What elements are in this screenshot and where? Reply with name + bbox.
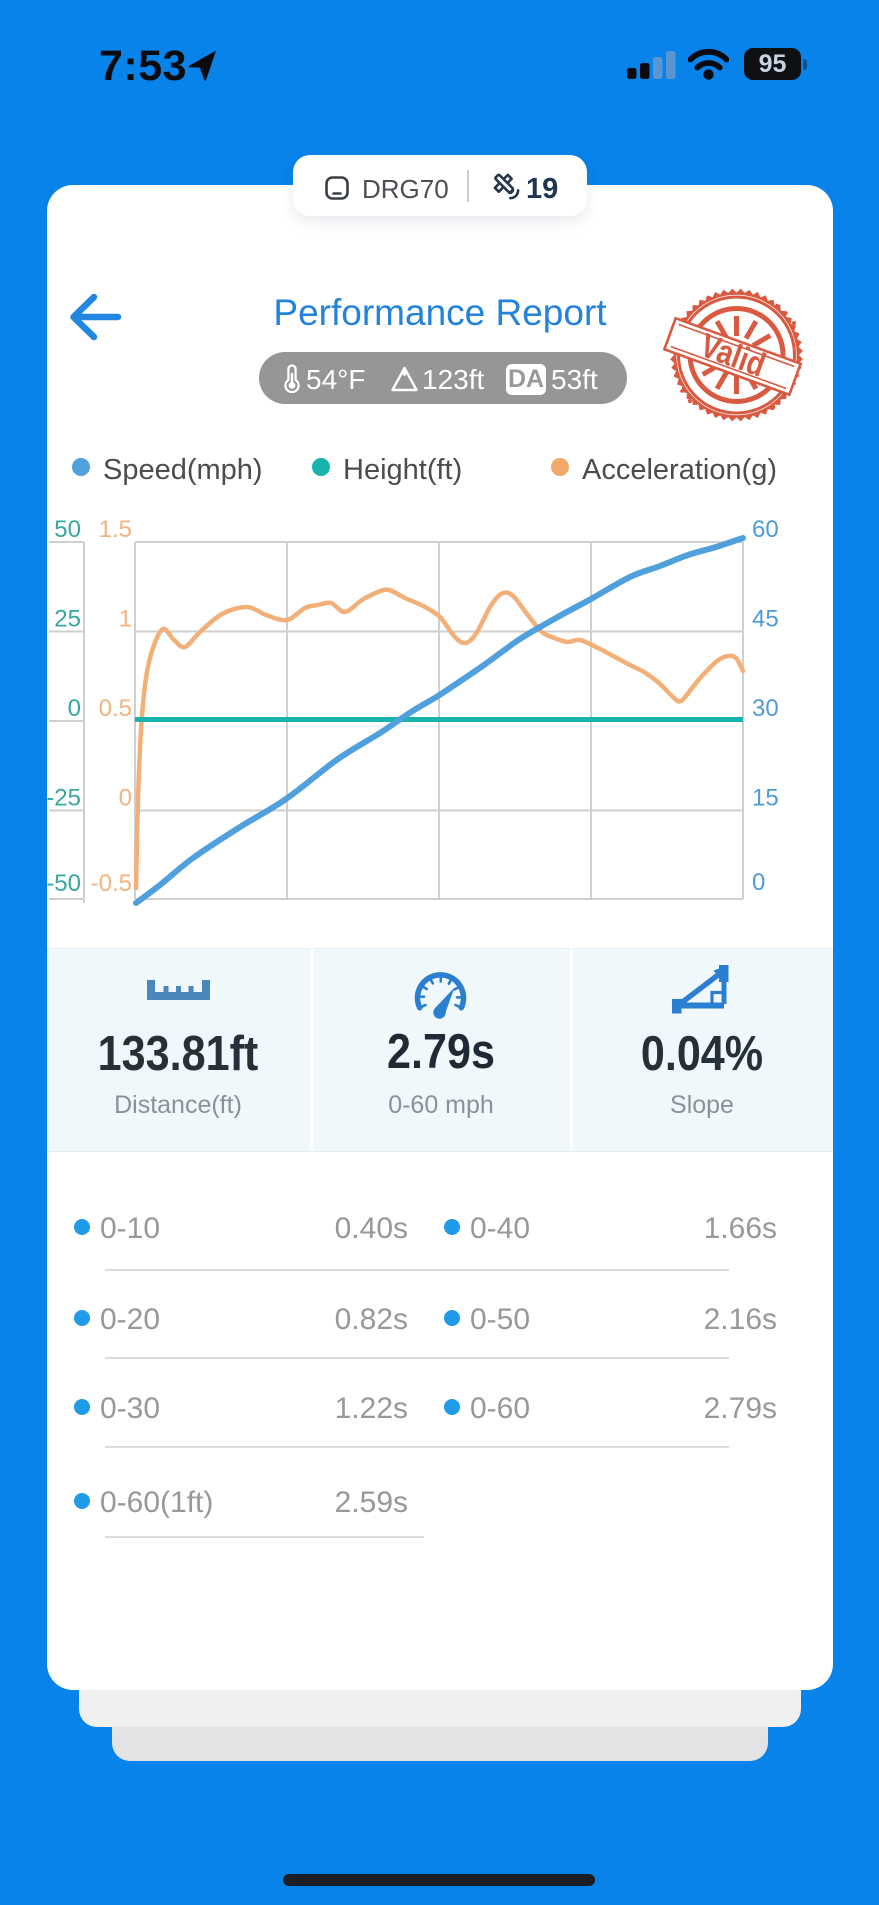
svg-text:-50: -50 (46, 870, 81, 897)
svg-text:45: 45 (752, 606, 779, 633)
svg-text:60: 60 (752, 516, 779, 543)
svg-text:50: 50 (54, 516, 81, 543)
svg-text:0: 0 (752, 869, 765, 896)
svg-text:0.5: 0.5 (99, 695, 132, 722)
svg-text:15: 15 (752, 785, 779, 812)
svg-text:0: 0 (68, 695, 81, 722)
svg-text:1.5: 1.5 (99, 516, 132, 543)
svg-text:0: 0 (119, 785, 132, 812)
svg-text:25: 25 (54, 606, 81, 633)
svg-text:30: 30 (752, 695, 779, 722)
svg-text:-25: -25 (46, 785, 81, 812)
svg-text:-0.5: -0.5 (91, 870, 132, 897)
svg-text:Valid: Valid (695, 326, 770, 384)
svg-text:1: 1 (119, 606, 132, 633)
